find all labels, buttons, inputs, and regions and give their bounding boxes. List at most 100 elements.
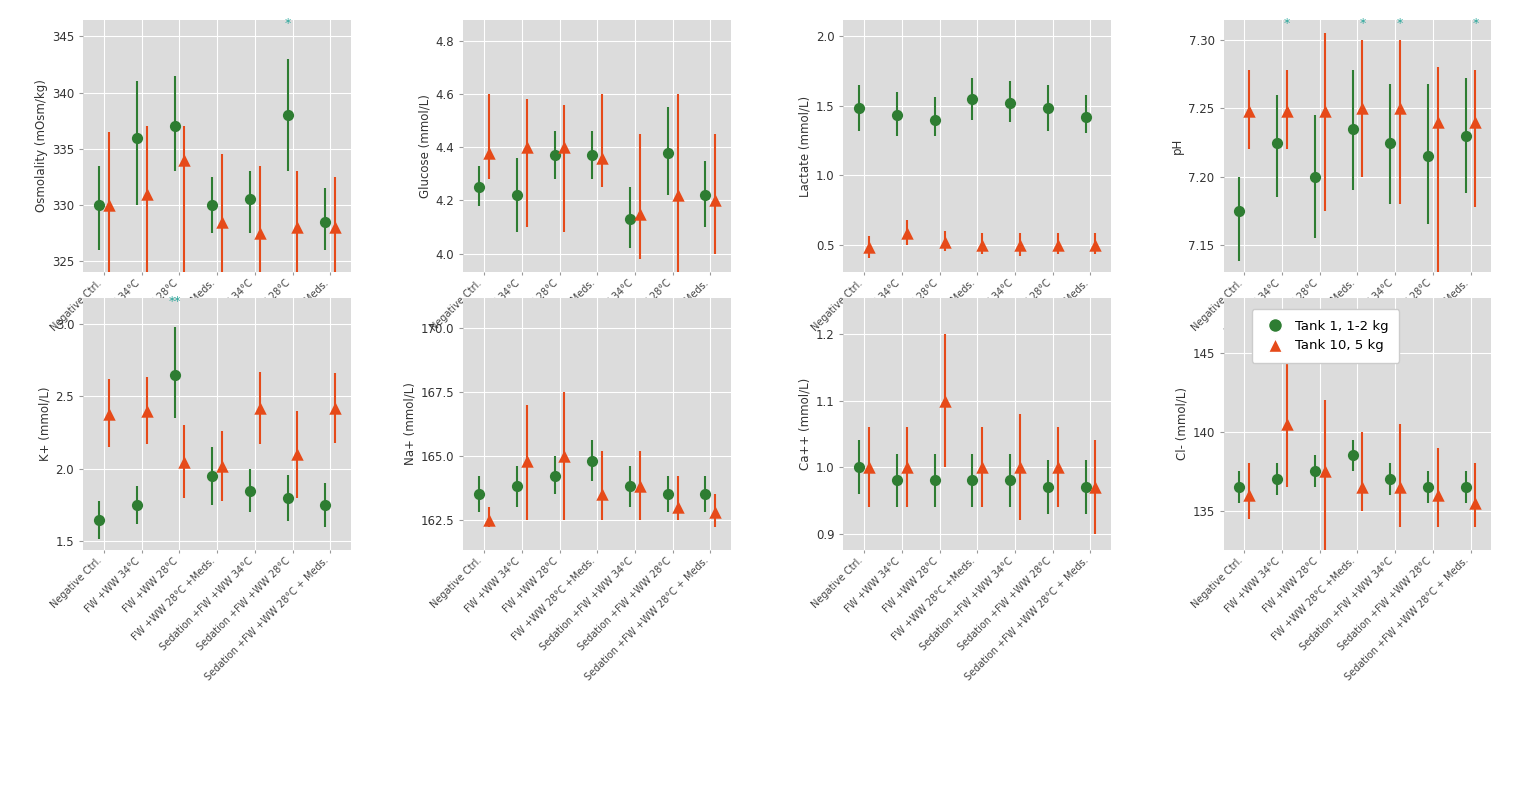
Point <box>477 513 501 526</box>
Text: *: * <box>1397 17 1403 30</box>
Point <box>1453 130 1478 142</box>
Point <box>515 454 539 467</box>
Point <box>313 215 338 228</box>
Point <box>933 395 957 407</box>
Point <box>884 109 908 122</box>
Point <box>210 460 235 472</box>
Y-axis label: Osmolality (mOsm/kg): Osmolality (mOsm/kg) <box>35 79 48 212</box>
Point <box>515 141 539 153</box>
Point <box>857 461 881 473</box>
Y-axis label: Ca++ (mmol/L): Ca++ (mmol/L) <box>798 378 812 470</box>
Point <box>580 454 604 467</box>
Point <box>313 499 338 512</box>
Point <box>124 131 148 144</box>
Point <box>666 501 690 513</box>
Point <box>210 215 235 228</box>
Point <box>86 513 111 526</box>
Point <box>970 238 995 251</box>
Point <box>884 474 908 487</box>
Point <box>173 154 197 167</box>
Point <box>1350 481 1375 494</box>
Text: *: * <box>285 17 291 30</box>
Point <box>1350 102 1375 115</box>
Point <box>135 187 159 200</box>
Point <box>960 474 984 487</box>
Point <box>1378 473 1402 486</box>
Point <box>1416 150 1440 163</box>
Point <box>1266 136 1290 149</box>
Point <box>1313 465 1337 478</box>
Point <box>702 505 727 518</box>
Point <box>1388 102 1413 115</box>
Point <box>618 480 642 493</box>
Text: *: * <box>1360 17 1366 30</box>
Point <box>848 102 872 115</box>
Point <box>248 402 273 414</box>
Point <box>1008 461 1033 473</box>
Point <box>322 221 347 233</box>
Point <box>173 455 197 468</box>
Point <box>1046 238 1070 251</box>
Point <box>1388 481 1413 494</box>
Point <box>848 461 872 473</box>
Point <box>960 93 984 105</box>
Point <box>553 141 577 153</box>
Point <box>1275 105 1299 117</box>
Point <box>666 189 690 201</box>
Point <box>1083 238 1107 251</box>
Point <box>933 236 957 248</box>
Point <box>656 146 680 159</box>
Point <box>1378 136 1402 149</box>
Point <box>1426 489 1450 501</box>
Legend: Tank 1, 1-2 kg, Tank 10, 5 kg: Tank 1, 1-2 kg, Tank 10, 5 kg <box>1252 309 1399 363</box>
Point <box>1453 481 1478 494</box>
Point <box>248 226 273 239</box>
Point <box>970 461 995 473</box>
Text: *: * <box>1472 17 1479 30</box>
Point <box>238 484 262 497</box>
Point <box>468 181 492 193</box>
Point <box>276 491 300 504</box>
Point <box>693 488 718 501</box>
Point <box>162 368 186 380</box>
Point <box>200 199 224 211</box>
Point <box>86 199 111 211</box>
Point <box>468 488 492 501</box>
Point <box>1237 489 1261 501</box>
Point <box>1008 238 1033 251</box>
Point <box>1275 417 1299 430</box>
Point <box>200 470 224 483</box>
Point <box>97 199 121 211</box>
Point <box>124 499 148 512</box>
Point <box>656 488 680 501</box>
Point <box>477 146 501 159</box>
Point <box>1073 481 1098 494</box>
Point <box>857 241 881 254</box>
Point <box>504 189 528 201</box>
Y-axis label: pH: pH <box>1172 138 1184 154</box>
Y-axis label: Na+ (mmol/L): Na+ (mmol/L) <box>404 383 416 465</box>
Y-axis label: Cl- (mmol/L): Cl- (mmol/L) <box>1175 387 1188 461</box>
Point <box>628 208 653 220</box>
Point <box>580 149 604 162</box>
Text: **: ** <box>168 295 180 307</box>
Point <box>895 461 919 473</box>
Point <box>285 448 309 461</box>
Point <box>1302 465 1326 478</box>
Point <box>998 474 1022 487</box>
Point <box>1266 473 1290 486</box>
Point <box>1340 449 1364 461</box>
Point <box>162 120 186 133</box>
Point <box>504 480 528 493</box>
Y-axis label: Glucose (mmol/L): Glucose (mmol/L) <box>418 94 431 198</box>
Y-axis label: K+ (mmol/L): K+ (mmol/L) <box>38 387 51 461</box>
Point <box>1464 497 1488 509</box>
Point <box>998 97 1022 109</box>
Point <box>1036 481 1060 494</box>
Point <box>590 488 615 501</box>
Point <box>542 149 566 162</box>
Point <box>702 194 727 207</box>
Point <box>922 113 946 126</box>
Point <box>135 405 159 417</box>
Point <box>97 407 121 420</box>
